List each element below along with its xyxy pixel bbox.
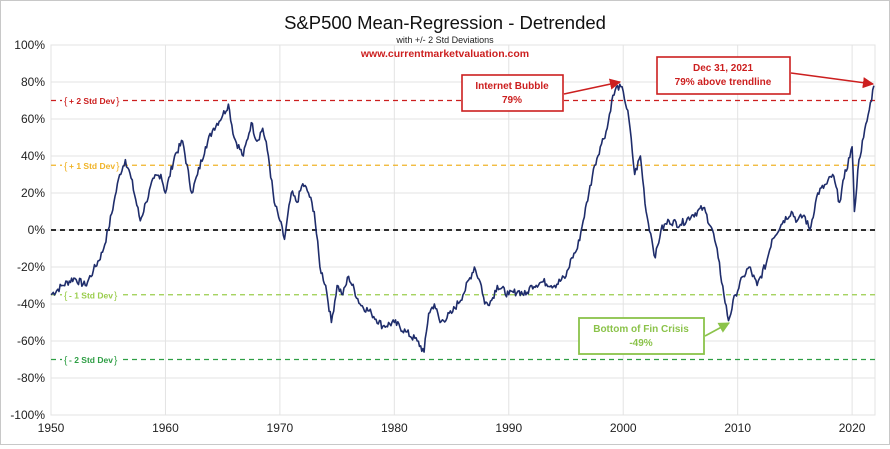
- annotation-dec-2021: Dec 31, 2021 79% above trendline: [656, 56, 875, 95]
- annotation-internet-bubble: Internet Bubble 79%: [461, 74, 622, 112]
- ref-line-label-brace-left: {: [64, 97, 68, 108]
- ref-line-label-brace-right: }: [114, 356, 118, 367]
- annotation-internet-bubble-value: 79%: [502, 95, 522, 106]
- chart-title: S&P500 Mean-Regression - Detrended: [284, 12, 606, 33]
- y-tick-label: -60%: [17, 334, 45, 348]
- annotation-dec-2021-title: Dec 31, 2021: [693, 63, 753, 74]
- ref-line-label-brace-left: {: [64, 291, 68, 302]
- annotation-fin-crisis-arrow: [704, 322, 730, 337]
- ref-line-label-brace-right: }: [114, 291, 118, 302]
- reference-lines: + 2 Std Dev{}+ 1 Std Dev{}- 1 Std Dev{}-…: [51, 94, 875, 367]
- ref-line-label-brace-left: {: [64, 161, 68, 172]
- x-tick-label: 1960: [152, 421, 179, 435]
- ref-line-label-bg: [62, 159, 123, 172]
- ref-line-label-bg: [62, 94, 123, 107]
- x-tick-label: 1950: [38, 421, 65, 435]
- ref-line-label-brace-right: }: [116, 161, 120, 172]
- annotation-fin-crisis-title: Bottom of Fin Crisis: [593, 324, 689, 335]
- ref-line-label: - 2 Std Dev: [69, 355, 113, 365]
- y-tick-label: 0%: [28, 223, 46, 237]
- y-tick-label: 60%: [21, 112, 45, 126]
- annotation-dec-2021-arrow: [790, 72, 875, 89]
- y-tick-label: -100%: [10, 408, 45, 422]
- x-tick-label: 1970: [267, 421, 294, 435]
- ref-line-label: + 2 Std Dev: [69, 96, 115, 106]
- y-tick-label: -40%: [17, 297, 45, 311]
- x-tick-label: 2020: [839, 421, 866, 435]
- ref-line-label-brace-left: {: [64, 356, 68, 367]
- chart-source: www.currentmarketvaluation.com: [360, 48, 529, 60]
- x-tick-label: 2000: [610, 421, 637, 435]
- y-tick-label: 40%: [21, 149, 45, 163]
- x-tick-label: 2010: [724, 421, 751, 435]
- annotation-fin-crisis: Bottom of Fin Crisis -49%: [578, 317, 730, 355]
- axis-ticks: 100%80%60%40%20%0%-20%-40%-60%-80%-100%1…: [10, 38, 865, 435]
- series-line: [50, 83, 875, 353]
- annotation-internet-bubble-title: Internet Bubble: [475, 81, 549, 92]
- annotation-internet-bubble-arrow: [563, 78, 622, 95]
- annotation-fin-crisis-value: -49%: [629, 338, 652, 349]
- y-tick-label: 80%: [21, 75, 45, 89]
- chart-subtitle: with +/- 2 Std Deviations: [395, 35, 494, 45]
- annotation-dec-2021-value: 79% above trendline: [675, 77, 772, 88]
- ref-line-label: - 1 Std Dev: [69, 290, 113, 300]
- ref-line-label: + 1 Std Dev: [69, 161, 115, 171]
- x-tick-label: 1980: [381, 421, 408, 435]
- y-tick-label: 20%: [21, 186, 45, 200]
- x-tick-label: 1990: [495, 421, 522, 435]
- ref-line-label-brace-right: }: [116, 97, 120, 108]
- y-tick-label: -80%: [17, 371, 45, 385]
- ref-line-label-bg: [62, 288, 120, 301]
- y-tick-label: -20%: [17, 260, 45, 274]
- y-tick-label: 100%: [14, 38, 45, 52]
- ref-line-label-bg: [62, 353, 120, 366]
